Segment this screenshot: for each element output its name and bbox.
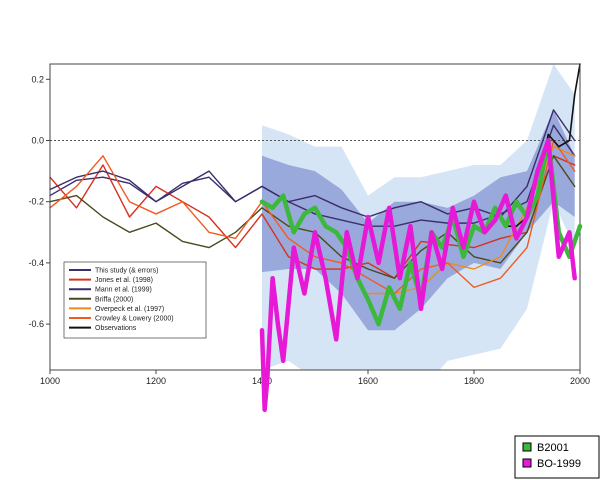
series-observations bbox=[504, 63, 581, 227]
y-tick-label: -0.6 bbox=[28, 319, 44, 329]
plot-frame bbox=[49, 63, 581, 371]
y-tick-label: 0.2 bbox=[31, 74, 44, 84]
series-jones-et-al-1998 bbox=[49, 155, 576, 279]
legend-label-mann-et-al-1999: Mann et al. (1999) bbox=[95, 287, 152, 294]
legend-label-briffa-2000: Briffa (2000) bbox=[95, 296, 133, 303]
y-tick-label: -0.2 bbox=[28, 197, 44, 207]
uncertainty-bands bbox=[262, 64, 575, 370]
legend2-swatch-b2001 bbox=[522, 442, 532, 452]
x-tick-label: 1000 bbox=[40, 376, 60, 386]
y-tick-label: -0.4 bbox=[28, 258, 44, 268]
legend2-label-b2001: B2001 bbox=[537, 442, 569, 454]
series-crowley-lowery-2000 bbox=[49, 139, 576, 295]
legend-label-this-study-errors: This study (& errors) bbox=[95, 268, 158, 275]
y-axis: 0.2 0.0 -0.2 -0.4 -0.6 bbox=[28, 74, 50, 329]
legend-label-crowley-lowery-2000: Crowley & Lowery (2000) bbox=[95, 316, 174, 323]
legend-label-observations: Observations bbox=[95, 325, 137, 332]
legend2-swatch-bo-1999 bbox=[522, 458, 532, 468]
overlay-lines bbox=[259, 138, 583, 413]
x-tick-label: 1600 bbox=[358, 376, 378, 386]
legend2-box bbox=[514, 435, 600, 479]
x-tick-label: 1800 bbox=[464, 376, 484, 386]
legend2-label-bo-1999: BO-1999 bbox=[537, 458, 581, 470]
legend-label-overpeck-et-al-1997: Overpeck et al. (1997) bbox=[95, 306, 164, 313]
y-tick-label: 0.0 bbox=[31, 136, 44, 146]
legend-box bbox=[63, 261, 207, 339]
x-axis: 1000 1200 1400 1600 1800 2000 bbox=[40, 370, 590, 386]
x-tick-label: 1200 bbox=[146, 376, 166, 386]
series-bo-1999 bbox=[259, 138, 577, 413]
legend-label-jones-et-al-1998: Jones et al. (1998) bbox=[95, 277, 153, 284]
x-tick-label: 2000 bbox=[570, 376, 590, 386]
legend-inner: This study (& errors) Jones et al. (1998)… bbox=[63, 261, 207, 339]
legend-outer: B2001 BO-1999 bbox=[514, 435, 600, 479]
